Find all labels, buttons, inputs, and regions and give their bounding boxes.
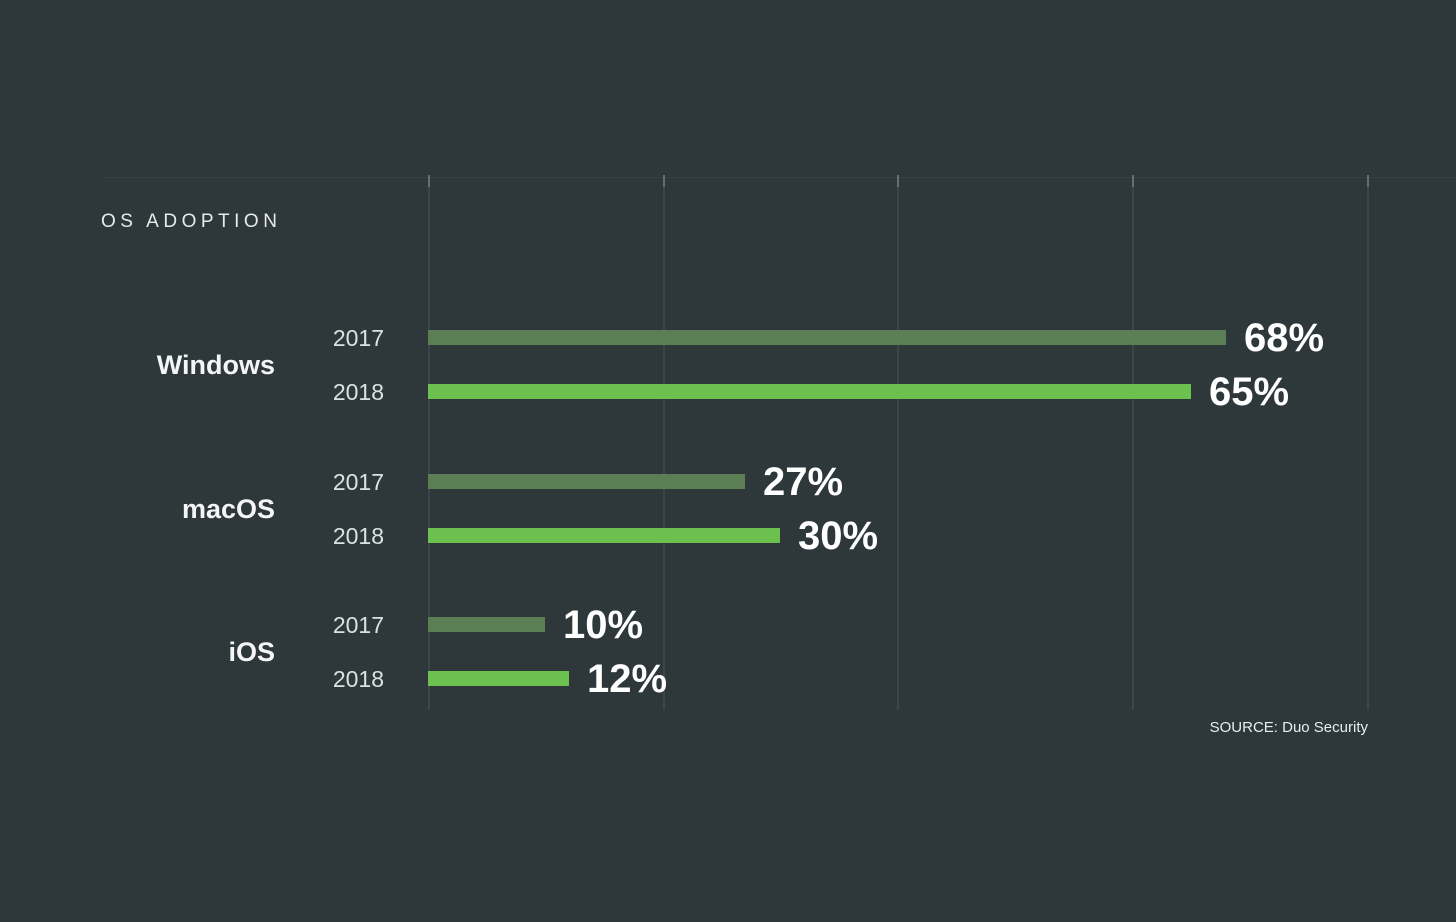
source-attribution: SOURCE: Duo Security [1209, 719, 1368, 736]
axis-tick-80 [1367, 175, 1369, 187]
value-label-macos-2018: 30% [798, 513, 879, 558]
bar-windows-2017 [428, 330, 1226, 345]
value-label-ios-2017: 10% [563, 602, 644, 647]
value-label-windows-2018: 65% [1209, 369, 1290, 414]
bar-ios-2018 [428, 671, 569, 686]
bar-ios-2017 [428, 617, 545, 632]
bar-macos-2018 [428, 528, 780, 543]
category-label-windows: Windows [156, 350, 275, 380]
value-label-windows-2017: 68% [1244, 315, 1325, 360]
year-label-macos-2017: 2017 [332, 468, 384, 495]
value-label-ios-2018: 12% [587, 656, 668, 701]
year-label-windows-2018: 2018 [332, 378, 384, 405]
gridline-40 [897, 175, 899, 710]
bar-windows-2018 [428, 384, 1191, 399]
chart-title: OS ADOPTION [101, 211, 282, 232]
category-label-macos: macOS [181, 494, 275, 524]
axis-tick-60 [1132, 175, 1134, 187]
category-label-ios: iOS [228, 637, 275, 667]
axis-top-hairline [103, 177, 1456, 178]
gridline-20 [663, 175, 665, 710]
value-label-macos-2017: 27% [763, 459, 844, 504]
year-label-macos-2018: 2018 [332, 522, 384, 549]
axis-tick-0 [428, 175, 430, 187]
year-label-ios-2018: 2018 [332, 665, 384, 692]
gridline-80 [1367, 175, 1369, 710]
axis-tick-20 [663, 175, 665, 187]
year-label-windows-2017: 2017 [332, 324, 384, 351]
bar-macos-2017 [428, 474, 745, 489]
gridline-0 [428, 175, 430, 710]
gridline-60 [1132, 175, 1134, 710]
axis-tick-40 [897, 175, 899, 187]
year-label-ios-2017: 2017 [332, 611, 384, 638]
